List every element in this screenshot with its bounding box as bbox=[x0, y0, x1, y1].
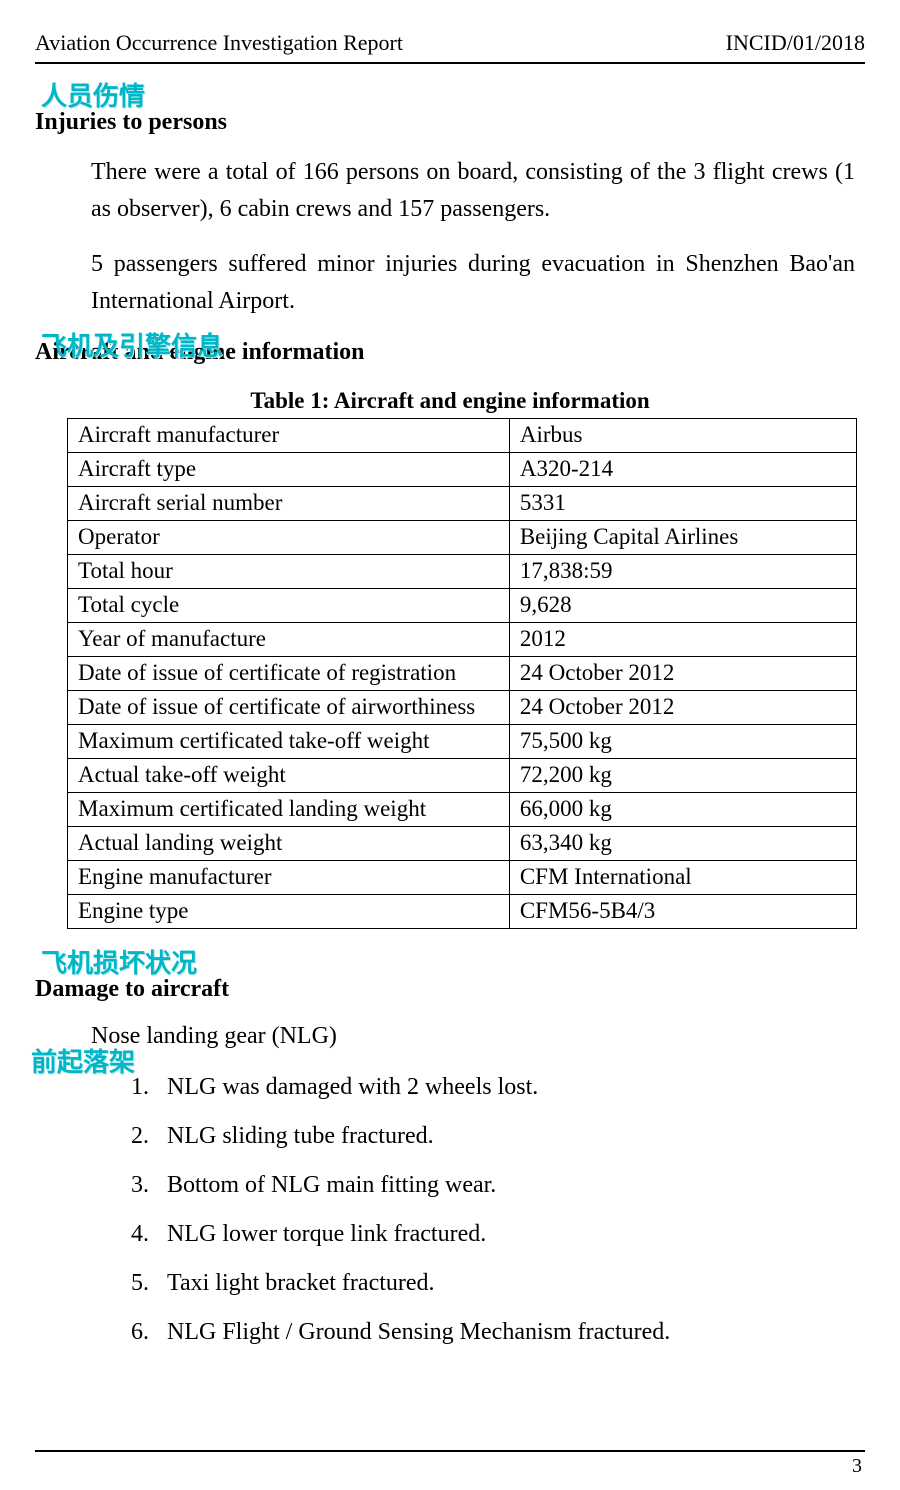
table-row: Year of manufacture2012 bbox=[68, 622, 857, 656]
list-item: 3.Bottom of NLG main fitting wear. bbox=[131, 1172, 865, 1199]
annotation-damage: 飞机损坏状况 bbox=[41, 949, 865, 978]
annotation-injuries: 人员伤情 bbox=[41, 82, 865, 111]
table-cell-value: 63,340 kg bbox=[509, 826, 856, 860]
table-row: Total hour17,838:59 bbox=[68, 554, 857, 588]
table-row: Aircraft serial number5331 bbox=[68, 486, 857, 520]
table-cell-label: Aircraft serial number bbox=[68, 486, 510, 520]
table-cell-label: Aircraft manufacturer bbox=[68, 418, 510, 452]
table-row: Engine manufacturerCFM International bbox=[68, 860, 857, 894]
injuries-paragraph-1: There were a total of 166 persons on boa… bbox=[91, 154, 855, 228]
table-cell-value: 24 October 2012 bbox=[509, 656, 856, 690]
table-cell-value: 72,200 kg bbox=[509, 758, 856, 792]
table-cell-label: Aircraft type bbox=[68, 452, 510, 486]
table-cell-label: Actual landing weight bbox=[68, 826, 510, 860]
table-cell-label: Engine type bbox=[68, 894, 510, 928]
header-right: INCID/01/2018 bbox=[726, 30, 865, 56]
aircraft-info-tbody: Aircraft manufacturerAirbus Aircraft typ… bbox=[68, 418, 857, 928]
heading-damage: Damage to aircraft bbox=[35, 976, 865, 1003]
table-cell-value: CFM56-5B4/3 bbox=[509, 894, 856, 928]
annotation-aircraft-engine: 飞机及引擎信息 bbox=[41, 332, 865, 361]
list-text: NLG sliding tube fractured. bbox=[167, 1123, 434, 1150]
annotation-nlg: 前起落架 bbox=[31, 1048, 865, 1077]
table-cell-value: 9,628 bbox=[509, 588, 856, 622]
table-cell-value: CFM International bbox=[509, 860, 856, 894]
table-cell-value: Airbus bbox=[509, 418, 856, 452]
list-item: 1.NLG was damaged with 2 wheels lost. bbox=[131, 1074, 865, 1101]
table-cell-label: Engine manufacturer bbox=[68, 860, 510, 894]
list-text: NLG lower torque link fractured. bbox=[167, 1221, 486, 1248]
list-item: 5.Taxi light bracket fractured. bbox=[131, 1270, 865, 1297]
damage-list: 1.NLG was damaged with 2 wheels lost. 2.… bbox=[131, 1074, 865, 1346]
table-cell-value: 2012 bbox=[509, 622, 856, 656]
list-item: 6.NLG Flight / Ground Sensing Mechanism … bbox=[131, 1319, 865, 1346]
table-row: Engine typeCFM56-5B4/3 bbox=[68, 894, 857, 928]
injuries-paragraph-2: 5 passengers suffered minor injuries dur… bbox=[91, 246, 855, 320]
table-row: Actual landing weight63,340 kg bbox=[68, 826, 857, 860]
list-text: Bottom of NLG main fitting wear. bbox=[167, 1172, 496, 1199]
table-row: Aircraft manufacturerAirbus bbox=[68, 418, 857, 452]
list-number: 4. bbox=[131, 1221, 167, 1248]
table-row: Date of issue of certificate of airworth… bbox=[68, 690, 857, 724]
table-row: Date of issue of certificate of registra… bbox=[68, 656, 857, 690]
table-cell-label: Total cycle bbox=[68, 588, 510, 622]
table-cell-label: Actual take-off weight bbox=[68, 758, 510, 792]
list-item: 2.NLG sliding tube fractured. bbox=[131, 1123, 865, 1150]
table-cell-value: A320-214 bbox=[509, 452, 856, 486]
page-number: 3 bbox=[852, 1455, 862, 1478]
table-cell-value: 24 October 2012 bbox=[509, 690, 856, 724]
table-cell-label: Maximum certificated take-off weight bbox=[68, 724, 510, 758]
subheading-nlg: Nose landing gear (NLG) bbox=[91, 1023, 865, 1050]
table-cell-value: 5331 bbox=[509, 486, 856, 520]
list-number: 1. bbox=[131, 1074, 167, 1101]
list-number: 2. bbox=[131, 1123, 167, 1150]
list-number: 3. bbox=[131, 1172, 167, 1199]
table-cell-label: Total hour bbox=[68, 554, 510, 588]
table-cell-label: Year of manufacture bbox=[68, 622, 510, 656]
list-text: NLG Flight / Ground Sensing Mechanism fr… bbox=[167, 1319, 670, 1346]
table-cell-label: Maximum certificated landing weight bbox=[68, 792, 510, 826]
table-row: OperatorBeijing Capital Airlines bbox=[68, 520, 857, 554]
header-left: Aviation Occurrence Investigation Report bbox=[35, 30, 403, 56]
table-cell-value: 66,000 kg bbox=[509, 792, 856, 826]
table-row: Maximum certificated take-off weight75,5… bbox=[68, 724, 857, 758]
table-row: Total cycle9,628 bbox=[68, 588, 857, 622]
list-number: 5. bbox=[131, 1270, 167, 1297]
list-text: NLG was damaged with 2 wheels lost. bbox=[167, 1074, 538, 1101]
list-text: Taxi light bracket fractured. bbox=[167, 1270, 435, 1297]
aircraft-info-table: Aircraft manufacturerAirbus Aircraft typ… bbox=[67, 418, 857, 929]
table-cell-value: 75,500 kg bbox=[509, 724, 856, 758]
table-caption: Table 1: Aircraft and engine information bbox=[35, 388, 865, 414]
table-row: Maximum certificated landing weight66,00… bbox=[68, 792, 857, 826]
table-row: Aircraft typeA320-214 bbox=[68, 452, 857, 486]
table-cell-label: Date of issue of certificate of registra… bbox=[68, 656, 510, 690]
page-header: Aviation Occurrence Investigation Report… bbox=[35, 30, 865, 64]
list-number: 6. bbox=[131, 1319, 167, 1346]
footer-rule bbox=[35, 1450, 865, 1452]
table-cell-label: Date of issue of certificate of airworth… bbox=[68, 690, 510, 724]
table-cell-value: 17,838:59 bbox=[509, 554, 856, 588]
table-row: Actual take-off weight72,200 kg bbox=[68, 758, 857, 792]
heading-injuries: Injuries to persons bbox=[35, 109, 865, 136]
table-cell-label: Operator bbox=[68, 520, 510, 554]
list-item: 4.NLG lower torque link fractured. bbox=[131, 1221, 865, 1248]
table-cell-value: Beijing Capital Airlines bbox=[509, 520, 856, 554]
